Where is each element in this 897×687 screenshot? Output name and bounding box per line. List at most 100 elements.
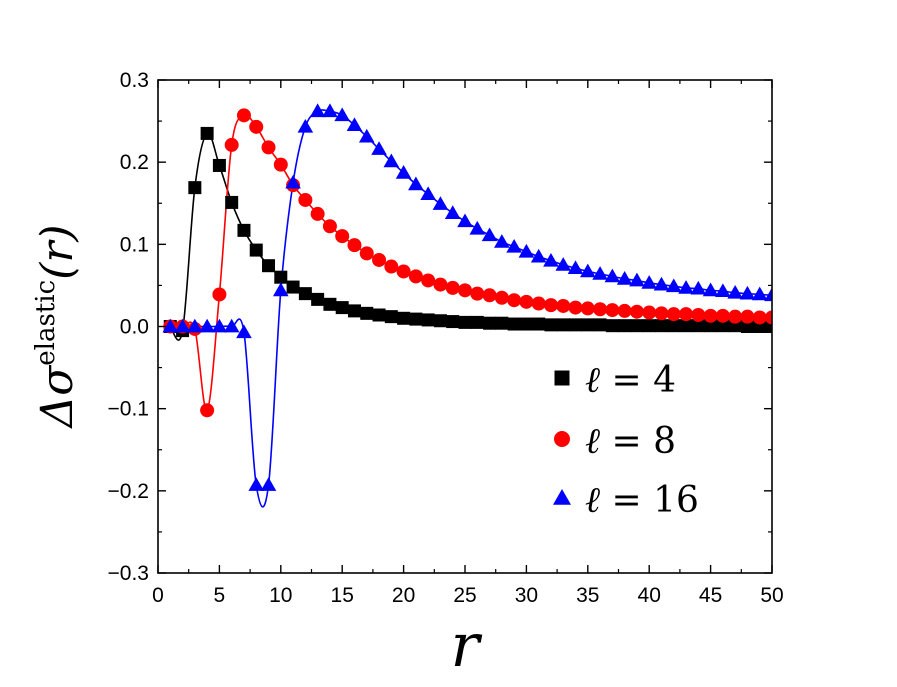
y-axis-label-superscript: elastic bbox=[31, 280, 61, 366]
x-tick-label: 35 bbox=[576, 584, 599, 607]
data-point-series-1 bbox=[765, 310, 772, 325]
x-tick-label: 40 bbox=[638, 584, 661, 607]
data-point-series-2 bbox=[702, 282, 719, 297]
data-point-series-2 bbox=[678, 280, 694, 294]
x-tick-label: 10 bbox=[269, 584, 292, 607]
data-point-series-0 bbox=[704, 319, 718, 333]
x-tick-label: 5 bbox=[214, 584, 226, 607]
data-point-series-0 bbox=[225, 195, 239, 209]
data-point-series-2 bbox=[469, 220, 486, 235]
y-axis-label: Δσelastic(r) bbox=[31, 224, 83, 429]
data-point-series-0 bbox=[556, 318, 570, 332]
legend-label-series-1: ℓ = 8 bbox=[585, 421, 676, 462]
data-point-series-2 bbox=[309, 103, 326, 118]
fit-curve-series-2 bbox=[170, 109, 772, 508]
data-point-series-2 bbox=[408, 176, 424, 191]
data-point-series-2 bbox=[322, 103, 338, 118]
legend-value: 4 bbox=[653, 360, 676, 401]
data-point-series-1 bbox=[298, 192, 313, 207]
data-point-series-0 bbox=[262, 259, 276, 273]
data-point-series-2 bbox=[211, 318, 228, 333]
data-point-series-0 bbox=[249, 243, 263, 257]
y-tick-label: −0.1 bbox=[108, 398, 149, 421]
data-point-series-2 bbox=[223, 318, 240, 333]
data-point-series-2 bbox=[641, 275, 657, 289]
data-point-series-1 bbox=[359, 246, 374, 261]
data-point-series-2 bbox=[494, 234, 510, 248]
data-point-series-1 bbox=[384, 259, 399, 274]
data-point-series-1 bbox=[494, 290, 509, 305]
data-point-series-2 bbox=[518, 243, 535, 258]
data-point-series-1 bbox=[728, 309, 743, 324]
data-point-series-2 bbox=[162, 318, 179, 333]
data-point-series-1 bbox=[617, 303, 632, 318]
data-point-series-0 bbox=[458, 315, 472, 329]
data-point-series-1 bbox=[236, 108, 251, 123]
y-axis: −0.3 −0.2 −0.1 0.0 0.1 0.2 0.3 bbox=[108, 69, 772, 585]
data-point-series-2 bbox=[371, 141, 387, 155]
data-point-series-2 bbox=[334, 107, 350, 122]
data-point-series-2 bbox=[653, 276, 670, 291]
legend-equals: = bbox=[600, 421, 653, 462]
data-point-series-1 bbox=[458, 283, 472, 298]
data-point-series-0 bbox=[286, 280, 300, 294]
legend-symbol: ℓ bbox=[585, 421, 600, 462]
y-tick-label: −0.3 bbox=[108, 562, 149, 585]
legend-marker-series-0 bbox=[554, 370, 570, 386]
data-point-series-0 bbox=[630, 319, 644, 333]
data-point-series-0 bbox=[372, 308, 386, 322]
y-tick-label: 0.3 bbox=[120, 69, 149, 92]
data-point-series-0 bbox=[507, 317, 521, 331]
data-point-series-2 bbox=[420, 186, 436, 201]
x-tick-label: 30 bbox=[515, 584, 538, 607]
data-point-series-0 bbox=[605, 319, 619, 333]
x-axis-label: r bbox=[451, 611, 483, 681]
data-point-series-0 bbox=[446, 315, 460, 329]
data-point-series-1 bbox=[396, 264, 411, 279]
legend-label-series-0: ℓ = 4 bbox=[585, 360, 676, 401]
data-point-series-0 bbox=[740, 320, 754, 333]
data-point-series-0 bbox=[298, 287, 312, 301]
data-point-series-0 bbox=[667, 319, 681, 333]
data-point-series-1 bbox=[654, 306, 669, 321]
data-point-series-2 bbox=[506, 238, 522, 253]
y-tick-label: 0.0 bbox=[120, 316, 149, 339]
x-tick-label: 50 bbox=[760, 584, 783, 607]
data-point-series-2 bbox=[715, 283, 731, 298]
data-point-series-1 bbox=[347, 238, 362, 253]
data-point-series-2 bbox=[457, 213, 473, 228]
x-axis: 0 5 10 15 20 25 30 35 40 45 50 bbox=[152, 80, 784, 607]
data-point-series-1 bbox=[531, 296, 546, 311]
data-point-series-1 bbox=[593, 302, 608, 317]
data-point-series-2 bbox=[567, 260, 584, 275]
x-tick-label: 0 bbox=[152, 584, 164, 607]
data-point-series-1 bbox=[433, 277, 448, 292]
legend-label-series-2: ℓ = 16 bbox=[585, 480, 699, 521]
legend-equals: = bbox=[600, 360, 653, 401]
data-point-series-0 bbox=[642, 319, 656, 333]
y-axis-label-prefix: Δσ bbox=[32, 364, 83, 430]
data-point-series-0 bbox=[311, 292, 325, 306]
data-point-series-1 bbox=[543, 298, 558, 313]
data-point-series-0 bbox=[237, 223, 251, 237]
x-tick-label: 45 bbox=[699, 584, 722, 607]
legend-marker-series-2 bbox=[553, 489, 571, 505]
data-point-series-2 bbox=[727, 285, 743, 299]
data-point-series-0 bbox=[544, 318, 558, 332]
data-point-series-1 bbox=[580, 301, 595, 316]
data-point-series-1 bbox=[322, 219, 337, 234]
data-point-series-2 bbox=[629, 272, 645, 287]
data-point-series-0 bbox=[593, 318, 607, 332]
legend-equals: = bbox=[600, 480, 653, 521]
data-point-series-1 bbox=[408, 269, 423, 284]
x-tick-label: 25 bbox=[453, 584, 476, 607]
data-markers bbox=[162, 103, 772, 491]
data-point-series-2 bbox=[580, 263, 596, 278]
data-point-series-0 bbox=[409, 312, 423, 326]
data-point-series-1 bbox=[249, 119, 264, 134]
data-point-series-1 bbox=[261, 140, 276, 155]
data-point-series-0 bbox=[323, 297, 337, 311]
data-point-series-0 bbox=[433, 314, 447, 328]
data-point-series-0 bbox=[384, 310, 398, 324]
x-tick-label: 20 bbox=[392, 584, 415, 607]
